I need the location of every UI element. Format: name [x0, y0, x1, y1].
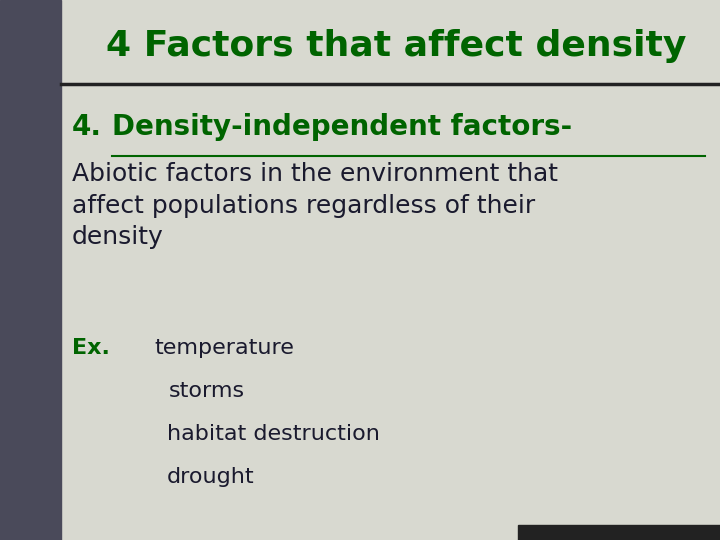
Text: 4.: 4. — [72, 113, 102, 141]
Text: 4 Factors that affect density: 4 Factors that affect density — [106, 29, 686, 63]
Text: Ex.: Ex. — [72, 338, 110, 357]
Text: Abiotic factors in the environment that
affect populations regardless of their
d: Abiotic factors in the environment that … — [72, 162, 558, 249]
Text: temperature: temperature — [155, 338, 294, 357]
Text: habitat destruction: habitat destruction — [167, 424, 380, 444]
Text: storms: storms — [169, 381, 246, 401]
Text: drought: drought — [167, 467, 255, 487]
Bar — [0, 0, 61, 540]
Bar — [518, 525, 720, 540]
Text: Density-independent factors-: Density-independent factors- — [112, 113, 572, 141]
